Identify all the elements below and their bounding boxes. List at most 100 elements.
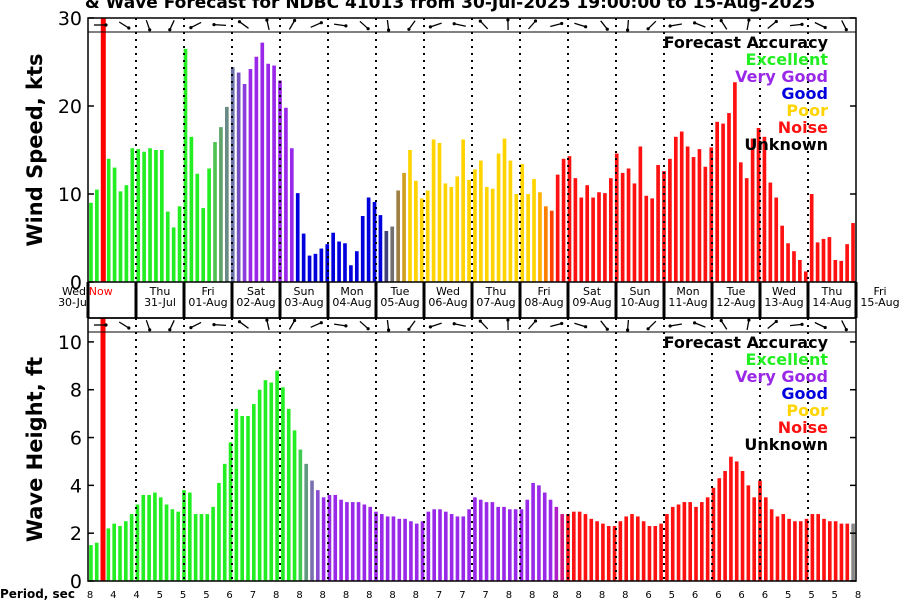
wave-bar <box>147 495 151 581</box>
wave-bar <box>269 383 273 581</box>
wind-bar <box>290 148 294 282</box>
direction-arrow-head-icon <box>506 18 509 21</box>
wave-bar <box>764 497 768 581</box>
wind-bar <box>721 124 725 282</box>
wind-bar <box>444 183 448 282</box>
direction-arrow-head-icon <box>845 28 848 31</box>
wave-bar <box>275 371 279 581</box>
wind-bar <box>739 162 743 282</box>
wind-bar <box>810 194 814 282</box>
wave-bar <box>438 509 442 581</box>
day-date-label: 06-Aug <box>428 296 467 309</box>
wave-bar <box>427 512 431 581</box>
wind-bar <box>550 211 554 282</box>
chart-title: & Wave Forecast for NDBC 41013 from 30-J… <box>85 0 815 13</box>
wave-bar <box>776 516 780 581</box>
wave-bar <box>392 516 396 581</box>
wave-bar <box>549 500 553 581</box>
wave-bar <box>683 502 687 581</box>
wave-bar <box>496 507 500 581</box>
wave-bar <box>205 514 209 581</box>
wave-bar <box>467 509 471 581</box>
day-date-label: 07-Aug <box>476 296 515 309</box>
wind-bar <box>485 187 489 282</box>
wind-bar <box>579 198 583 282</box>
period-value: 8 <box>622 590 628 600</box>
direction-arrow-icon <box>454 24 466 27</box>
period-value: 6 <box>738 590 744 600</box>
wave-bar <box>787 519 791 581</box>
wind-bar <box>574 178 578 282</box>
direction-arrow-head-icon <box>407 28 410 31</box>
wave-bar <box>333 495 337 581</box>
direction-arrow-icon <box>311 323 322 328</box>
wave-bar <box>741 471 745 581</box>
period-value: 8 <box>506 590 512 600</box>
direction-arrow-head-icon <box>560 22 563 25</box>
wind-bar <box>260 43 264 282</box>
wave-bar <box>316 490 320 581</box>
wave-bar <box>706 497 710 581</box>
wind-bar <box>255 57 259 282</box>
period-value: 4 <box>133 590 139 600</box>
wind-y-axis-label: Wind Speed, kts <box>23 53 47 246</box>
wave-bar <box>578 512 582 581</box>
wind-bar <box>314 254 318 282</box>
direction-arrow-head-icon <box>367 327 370 330</box>
wind-bar <box>420 198 424 282</box>
wave-bar <box>653 526 657 581</box>
period-value: 8 <box>576 590 582 600</box>
wind-bar <box>461 139 465 282</box>
wave-bar <box>258 390 262 581</box>
wave-bar <box>793 521 797 581</box>
period-value: 8 <box>273 590 279 600</box>
wave-bar <box>589 519 593 581</box>
day-date-label: 02-Aug <box>236 296 275 309</box>
wave-bar <box>252 404 256 581</box>
direction-arrow-icon <box>768 22 777 29</box>
direction-arrow-head-icon <box>168 28 171 31</box>
wave-bar <box>153 493 157 581</box>
day-date-label: 09-Aug <box>572 296 611 309</box>
wave-bar <box>229 442 233 581</box>
wind-bar <box>544 206 548 282</box>
y-tick-label: 30 <box>58 8 82 30</box>
wave-bar <box>851 524 855 581</box>
direction-arrow-icon <box>240 22 249 29</box>
direction-arrow-head-icon <box>584 325 587 328</box>
wave-bar <box>107 528 111 581</box>
wind-bar <box>190 137 194 282</box>
direction-arrow-head-icon <box>800 323 803 326</box>
wave-bar <box>613 526 617 581</box>
wind-bar <box>130 148 134 282</box>
wave-bar <box>124 521 128 581</box>
wave-bar <box>432 509 436 581</box>
wave-bar <box>217 483 221 581</box>
period-value: 4 <box>110 590 116 600</box>
wind-bar <box>343 243 347 282</box>
wave-bar <box>351 502 355 581</box>
wind-bar <box>349 265 353 282</box>
direction-arrow-head-icon <box>168 328 171 331</box>
direction-arrow-head-icon <box>238 320 241 323</box>
direction-arrow-head-icon <box>626 28 629 31</box>
wave-bar <box>700 502 704 581</box>
direction-arrow-head-icon <box>647 327 650 330</box>
direction-arrow-head-icon <box>293 19 296 22</box>
wind-bar <box>449 187 453 282</box>
wind-bar <box>89 203 93 282</box>
wind-bar <box>733 82 737 282</box>
y-tick-label: 20 <box>58 96 82 118</box>
direction-arrow-head-icon <box>148 28 151 31</box>
direction-arrow-head-icon <box>747 19 750 22</box>
wind-bar <box>414 181 418 282</box>
wind-bar <box>408 150 412 282</box>
wave-bar <box>688 502 692 581</box>
wind-bar <box>367 198 371 282</box>
direction-arrow-head-icon <box>104 23 107 26</box>
direction-arrow-head-icon <box>720 319 723 322</box>
wind-bar <box>331 233 335 282</box>
wind-bar <box>656 165 660 282</box>
wave-bar <box>310 481 314 581</box>
